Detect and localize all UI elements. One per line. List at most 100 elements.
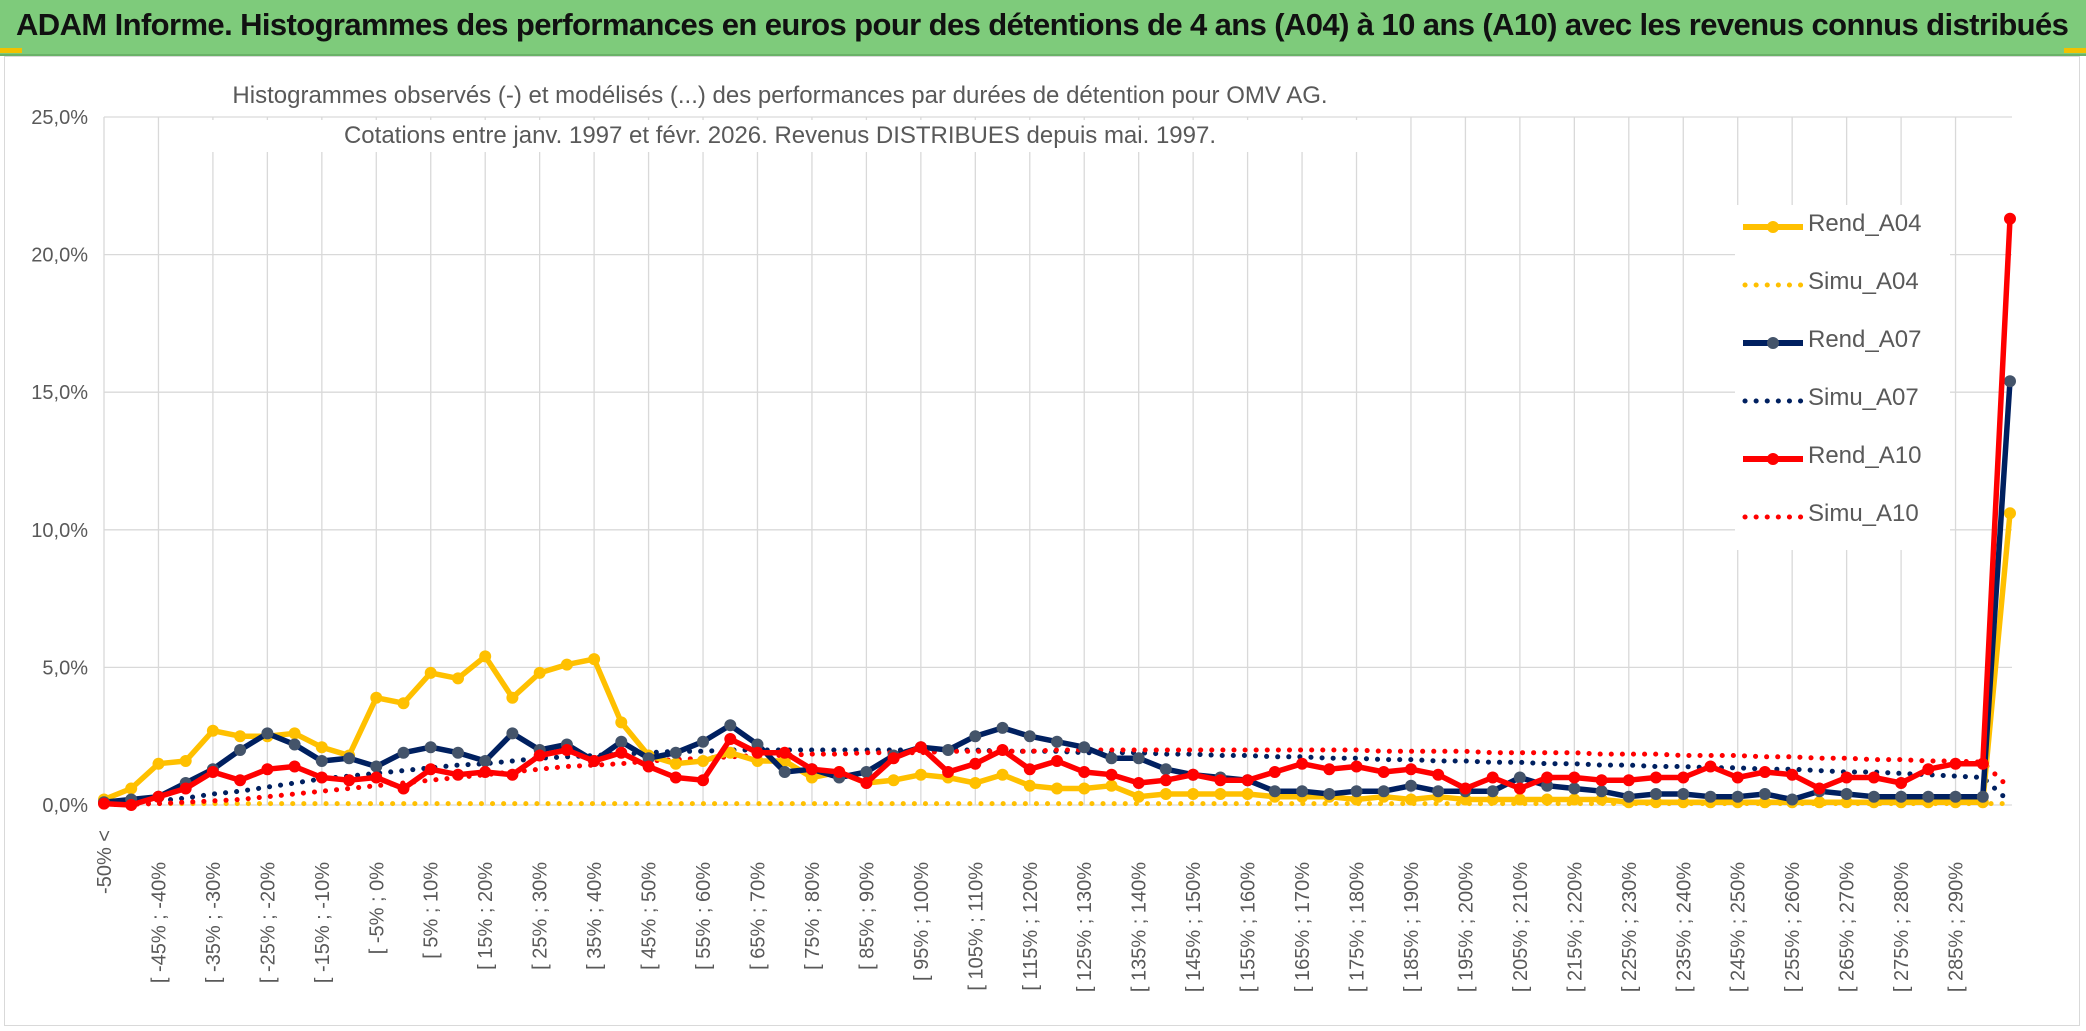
data-point-rend-a04 [1541, 793, 1554, 806]
x-tick-label: [ 25% ; 30% [530, 862, 552, 970]
data-point-rend-a10 [261, 763, 274, 776]
data-point-rend-a07 [452, 746, 464, 759]
data-point-rend-a07 [1023, 730, 1036, 743]
data-point-rend-a10 [996, 744, 1009, 756]
legend-item: Simu_A07 [1735, 379, 1950, 419]
x-tick-label: [ 275% ; 280% [1891, 862, 1913, 992]
x-tick-label: [ 145% ; 150% [1183, 862, 1205, 992]
data-point-rend-a07 [1323, 788, 1336, 800]
data-point-rend-a07 [1867, 790, 1880, 803]
data-point-rend-a10 [343, 774, 356, 787]
data-point-rend-a07 [315, 755, 328, 767]
data-point-rend-a10 [479, 766, 492, 778]
data-point-rend-a07 [724, 719, 737, 732]
data-point-rend-a04 [1513, 793, 1526, 806]
data-point-rend-a07 [1568, 782, 1581, 795]
corner-accent-left [0, 48, 22, 53]
data-point-rend-a07 [1949, 790, 1962, 803]
data-point-rend-a07 [370, 760, 383, 773]
data-point-rend-a10 [588, 755, 601, 767]
x-tick-label: [ -15% ; -10% [312, 862, 334, 983]
data-point-rend-a10 [1622, 774, 1635, 787]
chart-subtitle: Cotations entre janv. 1997 et févr. 2026… [200, 120, 1360, 152]
data-point-rend-a07 [1051, 735, 1063, 748]
data-point-rend-a07 [1895, 790, 1908, 803]
data-point-rend-a07 [1731, 790, 1744, 803]
data-point-rend-a04 [969, 777, 982, 789]
data-point-rend-a07 [479, 755, 492, 767]
x-tick-label: [ 235% ; 240% [1673, 862, 1695, 992]
data-point-rend-a10 [1323, 763, 1336, 776]
data-point-rend-a10 [1187, 768, 1200, 781]
data-point-rend-a10 [1949, 757, 1962, 770]
data-point-rend-a07 [942, 744, 955, 756]
data-point-rend-a04 [152, 757, 165, 770]
data-point-rend-a10 [452, 768, 464, 781]
x-tick-label: [ 85% ; 90% [856, 862, 878, 970]
y-tick-label: 5,0% [42, 657, 88, 679]
title-banner: ADAM Informe. Histogrammes des performan… [0, 0, 2086, 56]
data-point-rend-a07 [1105, 752, 1118, 765]
chart-title: Histogrammes observés (-) et modélisés (… [200, 80, 1360, 112]
data-point-rend-a04 [533, 666, 546, 679]
x-tick-label: [ 195% ; 200% [1455, 862, 1477, 992]
data-point-rend-a10 [1758, 766, 1771, 778]
data-point-rend-a04 [588, 653, 601, 666]
x-tick-label: [ 75% ; 80% [802, 862, 824, 970]
data-point-rend-a04 [1241, 788, 1254, 800]
data-point-rend-a04 [2004, 507, 2016, 520]
legend-item: Simu_A04 [1735, 263, 1950, 303]
legend-marker [1767, 221, 1779, 233]
data-point-rend-a07 [261, 727, 274, 740]
data-point-rend-a10 [805, 763, 818, 776]
data-point-rend-a10 [533, 749, 546, 762]
chart-legend: Rend_A04 Simu_A04 Rend_A07 Simu_A07 Rend_A10… [1735, 205, 1950, 550]
data-point-rend-a04 [179, 755, 192, 767]
data-point-rend-a10 [914, 741, 927, 754]
x-tick-label: [ -45% ; -40% [148, 862, 170, 983]
x-tick-label: [ 225% ; 230% [1619, 862, 1641, 992]
data-point-rend-a04 [315, 741, 328, 754]
data-point-rend-a07 [1840, 788, 1853, 800]
data-point-rend-a04 [288, 727, 301, 740]
data-point-rend-a07 [343, 752, 356, 765]
data-point-rend-a07 [1132, 752, 1145, 765]
data-point-rend-a10 [1895, 777, 1908, 789]
data-point-rend-a07 [1595, 785, 1608, 798]
x-tick-label: [ 115% ; 120% [1020, 862, 1042, 991]
series-line-rend-a10 [101, 216, 2013, 808]
x-tick-label: [ -5% ; 0% [366, 862, 388, 954]
data-point-rend-a10 [370, 771, 383, 784]
legend-item: Rend_A07 [1735, 321, 1950, 361]
data-point-rend-a10 [1813, 782, 1826, 795]
data-point-rend-a07 [1513, 771, 1526, 784]
y-tick-label: 20,0% [31, 245, 88, 267]
x-tick-label: [ 265% ; 270% [1837, 862, 1859, 992]
data-point-rend-a10 [1568, 771, 1581, 784]
data-point-rend-a10 [234, 774, 247, 787]
data-point-rend-a10 [1840, 771, 1853, 784]
data-point-rend-a10 [288, 760, 301, 773]
data-point-rend-a07 [1486, 785, 1499, 798]
data-point-rend-a04 [1132, 790, 1145, 803]
data-point-rend-a10 [1268, 766, 1281, 778]
legend-symbol [1742, 398, 1805, 404]
data-point-rend-a10 [506, 768, 519, 781]
data-point-rend-a04 [996, 768, 1009, 781]
x-tick-label: [ 255% ; 260% [1782, 862, 1804, 992]
data-point-rend-a07 [1677, 788, 1690, 800]
x-tick-label: [ 15% ; 20% [475, 862, 497, 970]
x-tick-label: [ 155% ; 160% [1238, 862, 1260, 992]
data-point-rend-a07 [615, 735, 628, 748]
x-tick-label: [ 55% ; 60% [693, 862, 715, 970]
data-point-rend-a07 [1377, 785, 1390, 798]
data-point-rend-a07 [506, 727, 519, 740]
data-point-rend-a04 [914, 768, 927, 781]
legend-marker [1767, 453, 1779, 465]
data-point-rend-a07 [669, 746, 682, 759]
data-point-rend-a07 [996, 721, 1009, 734]
x-tick-label: [ 175% ; 180% [1347, 862, 1369, 992]
data-point-rend-a04 [1187, 788, 1200, 800]
data-point-rend-a07 [1786, 793, 1799, 806]
